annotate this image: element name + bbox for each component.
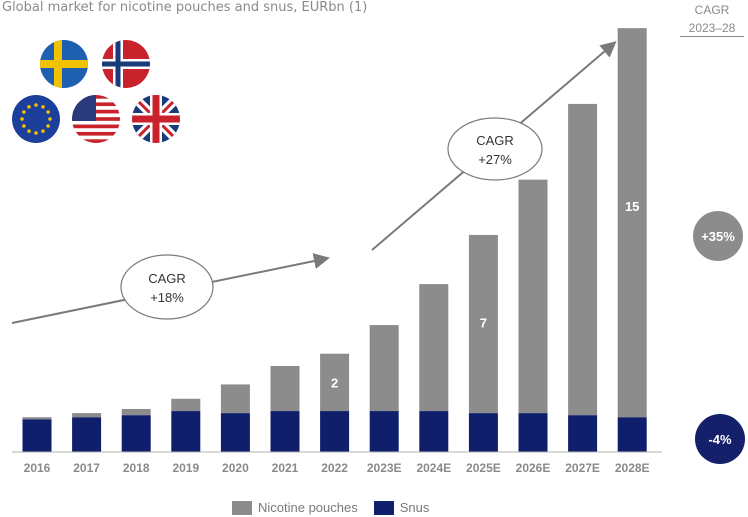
x-tick-label-2018: 2018 xyxy=(123,461,150,475)
bar-snus-2020 xyxy=(220,413,250,452)
data-label-2022: 2 xyxy=(331,375,338,390)
bar-snus-2024E xyxy=(419,411,449,452)
uk-flag-icon xyxy=(132,95,180,143)
x-tick-label-2016: 2016 xyxy=(24,461,51,475)
cagr-header: CAGR 2023–28 xyxy=(680,3,744,37)
data-label-2028E: 15 xyxy=(625,199,639,214)
x-axis-ticks: 2016 2017 2018 2019 2020 2021 2022 2023E 2024E 20… xyxy=(24,461,650,475)
cagr-badge-snus-text: -4% xyxy=(708,432,732,447)
bar-nicotine-pouches-2017 xyxy=(72,413,102,418)
cagr-header-period: 2023–28 xyxy=(680,21,744,37)
legend-swatch-snus xyxy=(373,500,394,515)
legend-label-snus: Snus xyxy=(399,500,430,515)
callout-left-line2: +18% xyxy=(150,290,184,305)
sweden-flag-icon xyxy=(40,40,88,88)
bar-nicotine-pouches-2018 xyxy=(121,409,151,416)
bar-nicotine-pouches-2020 xyxy=(220,384,250,414)
cagr-badge-nicotine-pouches: +35% xyxy=(693,211,743,261)
callout-right-line2: +27% xyxy=(478,152,512,167)
legend-swatch-nicotine-pouches xyxy=(232,500,252,515)
bar-snus-2022 xyxy=(320,411,350,452)
legend-item-snus: Snus xyxy=(373,500,430,515)
bar-snus-2017 xyxy=(72,417,102,452)
x-tick-label-2024E: 2024E xyxy=(416,461,451,475)
bar-snus-2018 xyxy=(121,415,151,452)
cagr-callout-left: CAGR +18% xyxy=(120,254,214,320)
bar-snus-2019 xyxy=(171,411,201,452)
bar-snus-2016 xyxy=(22,419,52,452)
x-tick-label-2025E: 2025E xyxy=(466,461,501,475)
x-tick-label-2022: 2022 xyxy=(321,461,348,475)
x-tick-label-2026E: 2026E xyxy=(516,461,551,475)
bar-nicotine-pouches-2023E xyxy=(369,325,399,412)
norway-flag-icon xyxy=(102,40,150,88)
bar-snus-2023E xyxy=(369,411,399,452)
cagr-badge-snus: -4% xyxy=(695,414,745,464)
callout-left-line1: CAGR xyxy=(148,271,186,286)
cagr-callout-right: CAGR +27% xyxy=(447,117,543,181)
bar-series: 2 7 15 xyxy=(22,28,647,452)
x-tick-label-2020: 2020 xyxy=(222,461,249,475)
bar-nicotine-pouches-2022 xyxy=(320,353,350,412)
chart-title: Global market for nicotine pouches and s… xyxy=(2,0,368,15)
bar-snus-2026E xyxy=(518,413,548,452)
data-label-2025E: 7 xyxy=(480,316,487,331)
legend-label-nicotine-pouches: Nicotine pouches xyxy=(258,500,358,515)
bar-nicotine-pouches-2021 xyxy=(270,366,300,412)
bar-snus-2027E xyxy=(568,415,598,452)
callout-right-line1: CAGR xyxy=(476,133,514,148)
bar-nicotine-pouches-2025E xyxy=(468,234,498,414)
legend: Nicotine pouches Snus xyxy=(232,500,445,515)
bar-nicotine-pouches-2026E xyxy=(518,179,548,414)
eu-flag-icon xyxy=(12,95,60,143)
cagr-badge-np-text: +35% xyxy=(701,229,735,244)
bar-snus-2025E xyxy=(468,413,498,452)
x-tick-label-2021: 2021 xyxy=(272,461,299,475)
x-tick-label-2017: 2017 xyxy=(73,461,100,475)
x-tick-label-2028E: 2028E xyxy=(615,461,650,475)
x-tick-label-2023E: 2023E xyxy=(367,461,402,475)
bar-nicotine-pouches-2024E xyxy=(419,284,449,412)
bar-nicotine-pouches-2016 xyxy=(22,417,52,420)
x-tick-label-2027E: 2027E xyxy=(565,461,600,475)
x-tick-label-2019: 2019 xyxy=(172,461,199,475)
bar-nicotine-pouches-2019 xyxy=(171,398,201,412)
usa-flag-icon xyxy=(72,95,120,143)
bar-nicotine-pouches-2027E xyxy=(568,103,598,416)
cagr-header-label: CAGR xyxy=(694,3,730,17)
bar-nicotine-pouches-2028E xyxy=(617,28,647,418)
bar-snus-2021 xyxy=(270,411,300,452)
legend-item-nicotine-pouches: Nicotine pouches xyxy=(232,500,358,515)
bar-snus-2028E xyxy=(617,417,647,452)
